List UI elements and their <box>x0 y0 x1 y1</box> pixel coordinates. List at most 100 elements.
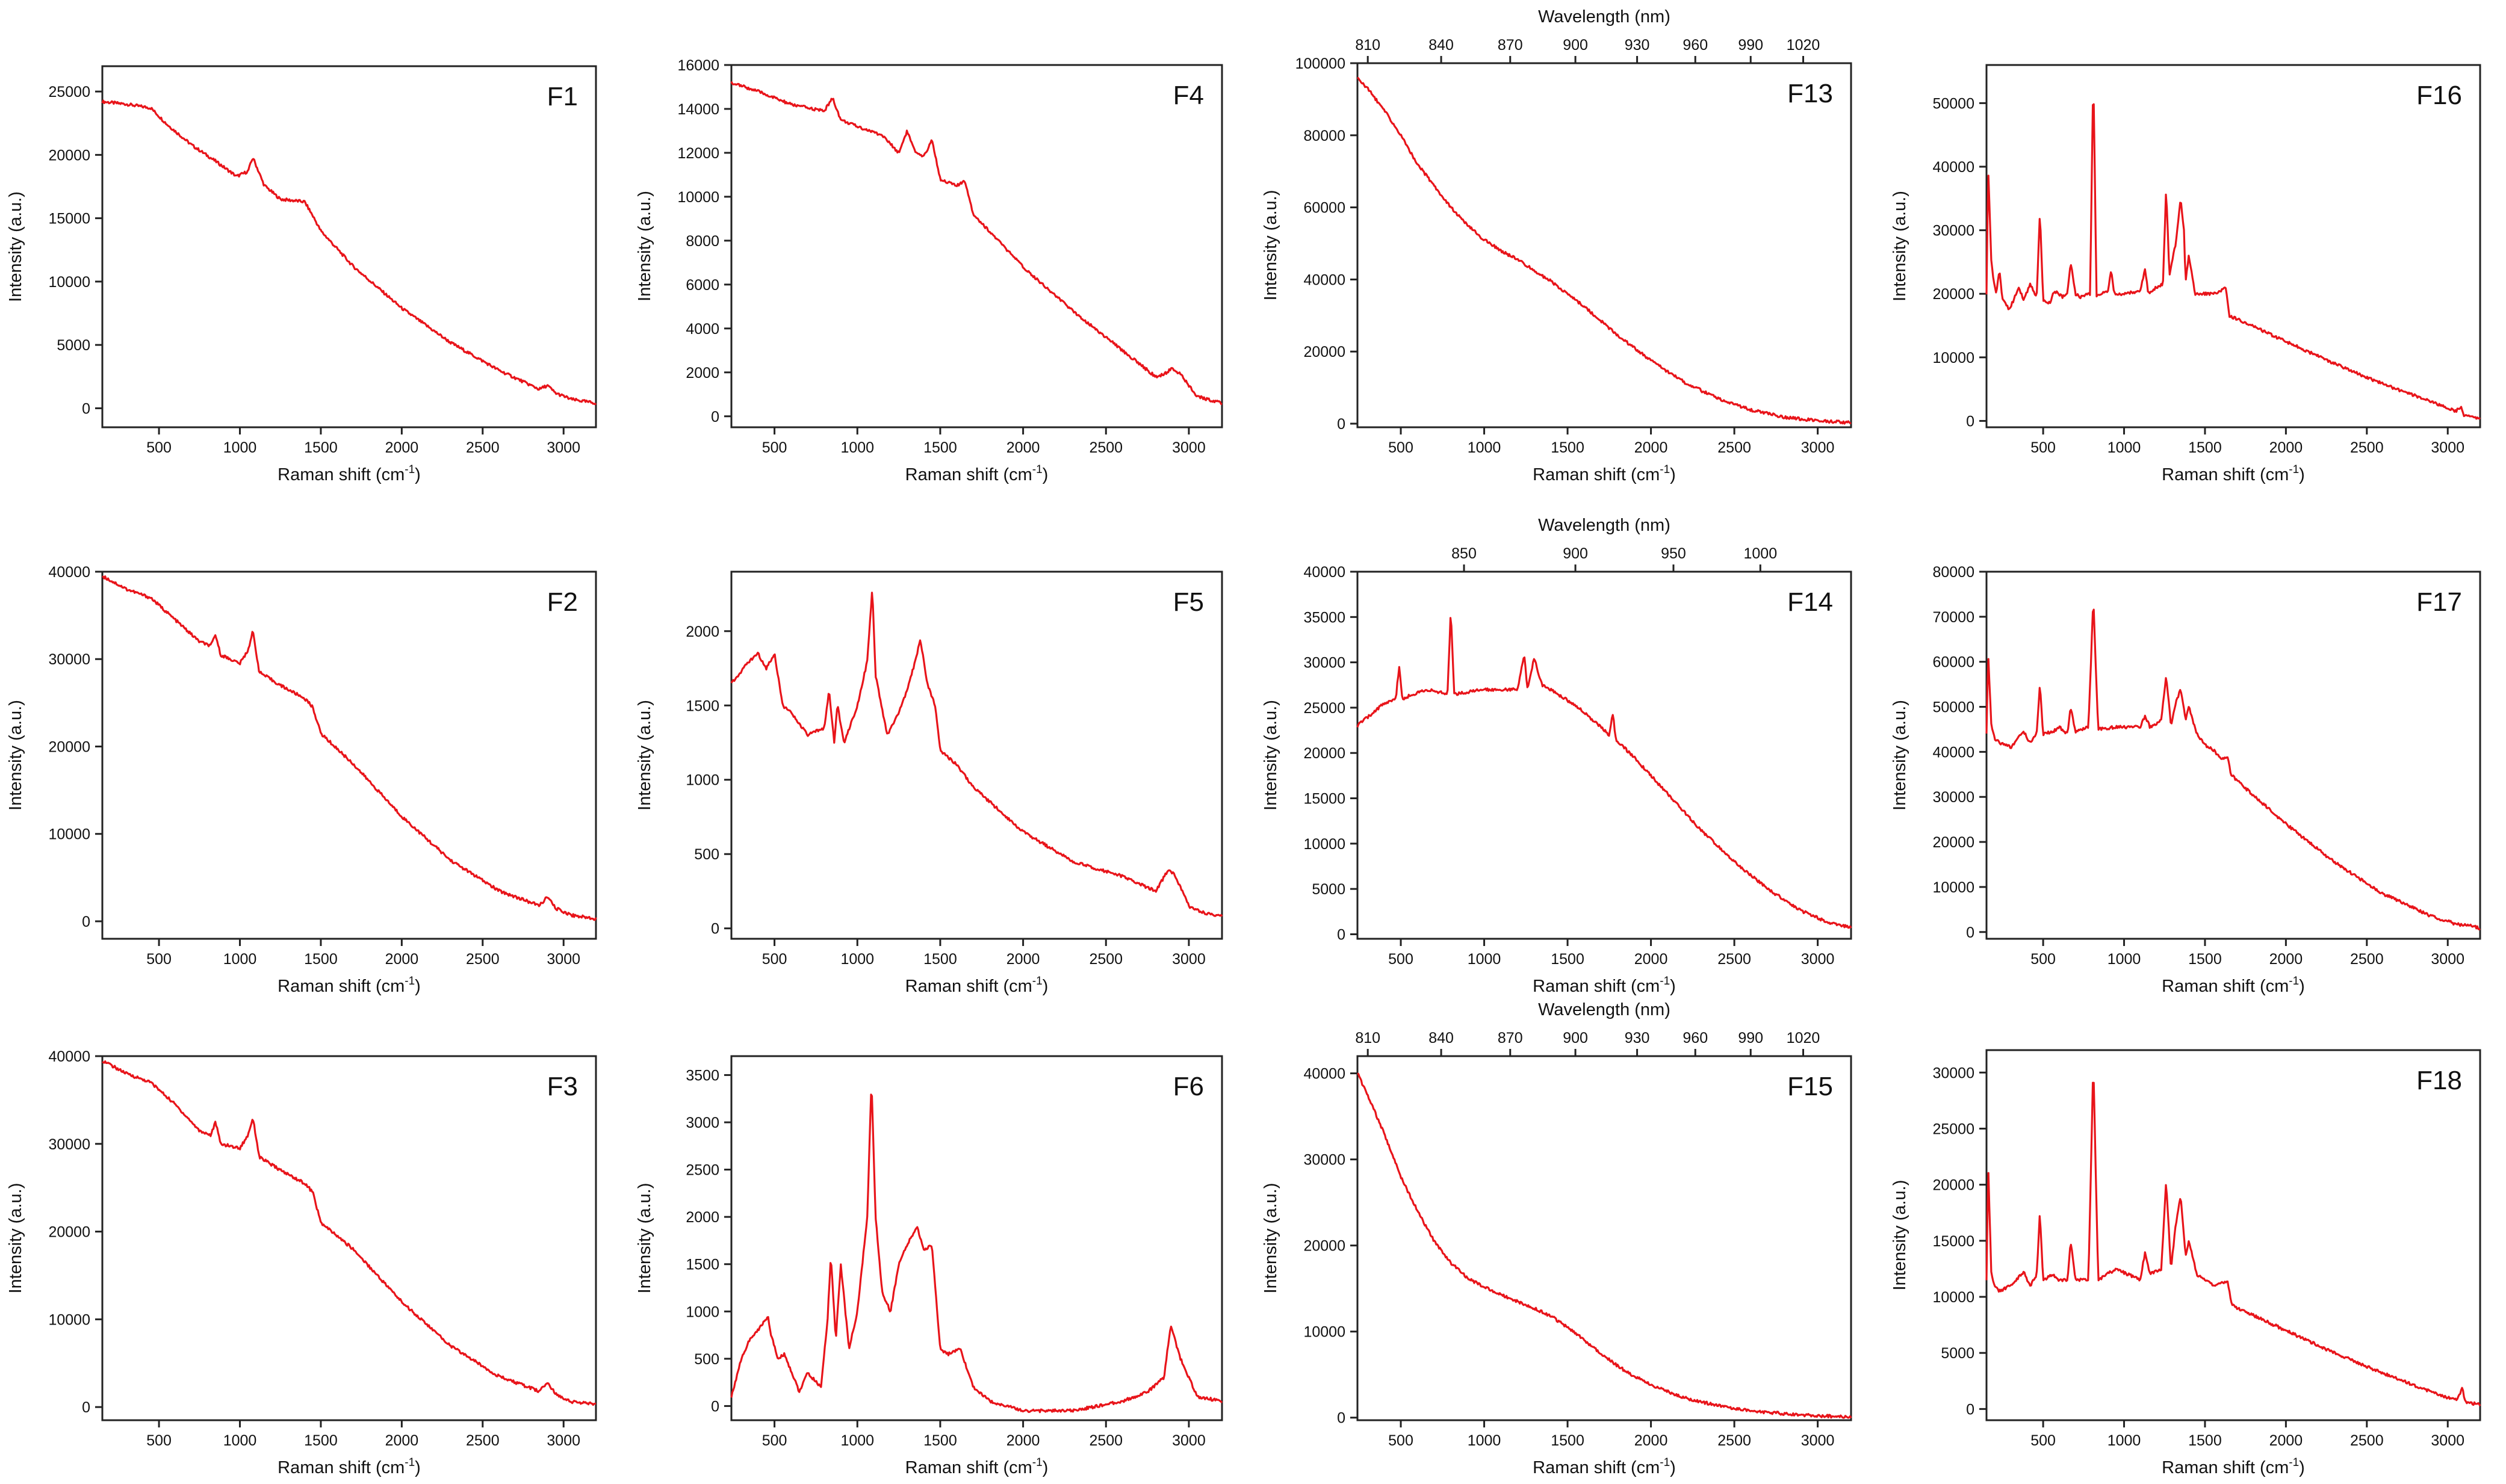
y-tick-label: 20000 <box>48 738 90 755</box>
y-tick-label: 30000 <box>48 1136 90 1153</box>
x-tick-label: 1000 <box>2107 1432 2141 1449</box>
x-tick-label: 2500 <box>1089 1432 1123 1449</box>
y-tick-label: 20000 <box>1932 286 1974 303</box>
y-axis-label: Intensity (a.u.) <box>635 191 654 301</box>
spectrum-line <box>730 81 1223 406</box>
x-axis-label: Raman shift (cm-1) <box>2162 1456 2305 1477</box>
x-tick-label: 3000 <box>1801 439 1835 456</box>
y-tick-label: 20000 <box>48 147 90 164</box>
x-tick-label: 1000 <box>1468 1432 1501 1449</box>
spectrum-line <box>730 1093 1223 1414</box>
x-axis-label: Raman shift (cm-1) <box>278 975 421 996</box>
x-axis-label-sup: -1 <box>1032 463 1043 476</box>
x-axis-label: Raman shift (cm-1) <box>278 1456 421 1477</box>
top-tick-label: 990 <box>1738 1030 1763 1047</box>
panel-f16: 500 1000 1500 2000 2500 300001000020000300004… <box>1890 64 2481 484</box>
panel-label: F15 <box>1787 1072 1833 1101</box>
top-tick-label: 840 <box>1428 37 1454 54</box>
x-tick-label: 2000 <box>385 951 419 968</box>
top-tick-label: 810 <box>1355 37 1380 54</box>
x-axis-label-end: ) <box>1043 977 1049 996</box>
y-tick-label: 20000 <box>48 1224 90 1241</box>
x-axis-label-main: Raman shift (cm <box>905 977 1032 996</box>
x-axis-label-main: Raman shift (cm <box>278 977 405 996</box>
x-tick-label: 500 <box>146 439 172 456</box>
x-tick-label: 1500 <box>2188 951 2222 968</box>
x-tick-label: 500 <box>2030 439 2056 456</box>
x-tick-label: 1000 <box>2107 951 2141 968</box>
y-tick-label: 2000 <box>686 365 719 382</box>
x-tick-label: 1500 <box>1551 439 1584 456</box>
y-tick-label: 30000 <box>1303 655 1345 672</box>
x-axis-label-end: ) <box>415 977 421 996</box>
panel-f13: 500 1000 1500 2000 2500 3000 0 20000 40000 60000 8… <box>1261 7 1852 484</box>
y-tick-label: 20000 <box>1303 745 1345 762</box>
y-tick-label: 12000 <box>677 145 719 162</box>
panel-label: F6 <box>1173 1072 1204 1101</box>
plot-frame <box>101 1055 597 1421</box>
panel-f3: 500 1000 1500 2000 2500 300001000020000300004… <box>6 1048 597 1477</box>
y-tick-label: 40000 <box>1932 744 1974 761</box>
panel-label: F4 <box>1173 81 1204 110</box>
x-tick-label: 1000 <box>840 1432 874 1449</box>
y-tick-label: 500 <box>694 1351 719 1368</box>
x-axis-label-main: Raman shift (cm <box>278 1458 405 1477</box>
y-tick-label: 0 <box>711 1398 719 1415</box>
spectrum-line <box>730 592 1223 917</box>
panel-label: F5 <box>1173 587 1204 617</box>
top-tick-label: 1000 <box>1743 545 1777 562</box>
x-tick-label: 1000 <box>840 439 874 456</box>
spectrum-line <box>102 1060 597 1406</box>
y-tick-label: 1500 <box>686 697 719 714</box>
y-tick-label: 0 <box>711 409 719 425</box>
panel-label: F13 <box>1787 79 1833 108</box>
y-axis-label: Intensity (a.u.) <box>6 1183 25 1294</box>
x-tick-label: 2000 <box>1006 439 1040 456</box>
y-axis-label: Intensity (a.u.) <box>1261 700 1280 811</box>
panel-f14: 500 1000 1500 2000 2500 300005000100001500020… <box>1261 516 1852 996</box>
y-tick-label: 40000 <box>48 1048 90 1065</box>
x-axis-label-sup: -1 <box>1660 1456 1670 1469</box>
panel-f6: 500 1000 1500 2000 2500 3000 0 500 1000 1500 2000 2… <box>635 1055 1223 1477</box>
panel-f4: 500 1000 1500 2000 2500 3000 0 2000 4000 6000 8000… <box>635 57 1223 484</box>
y-tick-label: 0 <box>1966 413 1974 430</box>
x-axis-label: Raman shift (cm-1) <box>278 463 421 484</box>
x-tick-label: 3000 <box>1172 1432 1206 1449</box>
y-tick-label: 20000 <box>1932 834 1974 851</box>
x-axis-label-end: ) <box>2299 977 2305 996</box>
top-tick-label: 930 <box>1625 37 1650 54</box>
x-tick-label: 500 <box>1388 1432 1413 1449</box>
y-tick-label: 0 <box>82 1399 90 1416</box>
spectrum-line <box>1357 1072 1852 1419</box>
top-tick-label: 960 <box>1683 1030 1708 1047</box>
y-tick-label: 10000 <box>1932 879 1974 896</box>
y-tick-label: 2500 <box>686 1162 719 1179</box>
top-tick-label: 990 <box>1738 37 1763 54</box>
y-tick-label: 1500 <box>686 1257 719 1273</box>
x-axis-label-end: ) <box>1670 977 1676 996</box>
x-tick-label: 2000 <box>385 1432 419 1449</box>
plot-frame <box>1356 62 1852 428</box>
plot-frame <box>1356 1055 1852 1421</box>
y-tick-label: 10000 <box>677 189 719 206</box>
y-tick-label: 0 <box>1337 926 1345 943</box>
x-axis-label-main: Raman shift (cm <box>2162 977 2289 996</box>
x-axis-label-main: Raman shift (cm <box>1533 465 1660 484</box>
y-tick-label: 60000 <box>1932 654 1974 671</box>
x-axis-label: Raman shift (cm-1) <box>2162 975 2305 996</box>
spectrum-line <box>1985 1081 2481 1407</box>
x-tick-label: 500 <box>2030 951 2056 968</box>
x-tick-label: 2000 <box>2269 439 2303 456</box>
y-tick-label: 0 <box>1966 924 1974 941</box>
panel-f18: 500 1000 1500 2000 2500 300005000100001500020… <box>1890 1049 2481 1477</box>
y-tick-label: 40000 <box>48 564 90 581</box>
top-tick-label: 870 <box>1498 1030 1523 1047</box>
plot-frame <box>1985 1049 2481 1421</box>
x-tick-label: 3000 <box>1172 439 1206 456</box>
x-tick-label: 2500 <box>1089 439 1123 456</box>
panel-label: F18 <box>2416 1066 2462 1095</box>
y-tick-label: 15000 <box>1932 1233 1974 1250</box>
x-tick-label: 500 <box>1388 439 1413 456</box>
x-tick-label: 2500 <box>2350 1432 2384 1449</box>
x-tick-label: 3000 <box>1172 951 1206 968</box>
